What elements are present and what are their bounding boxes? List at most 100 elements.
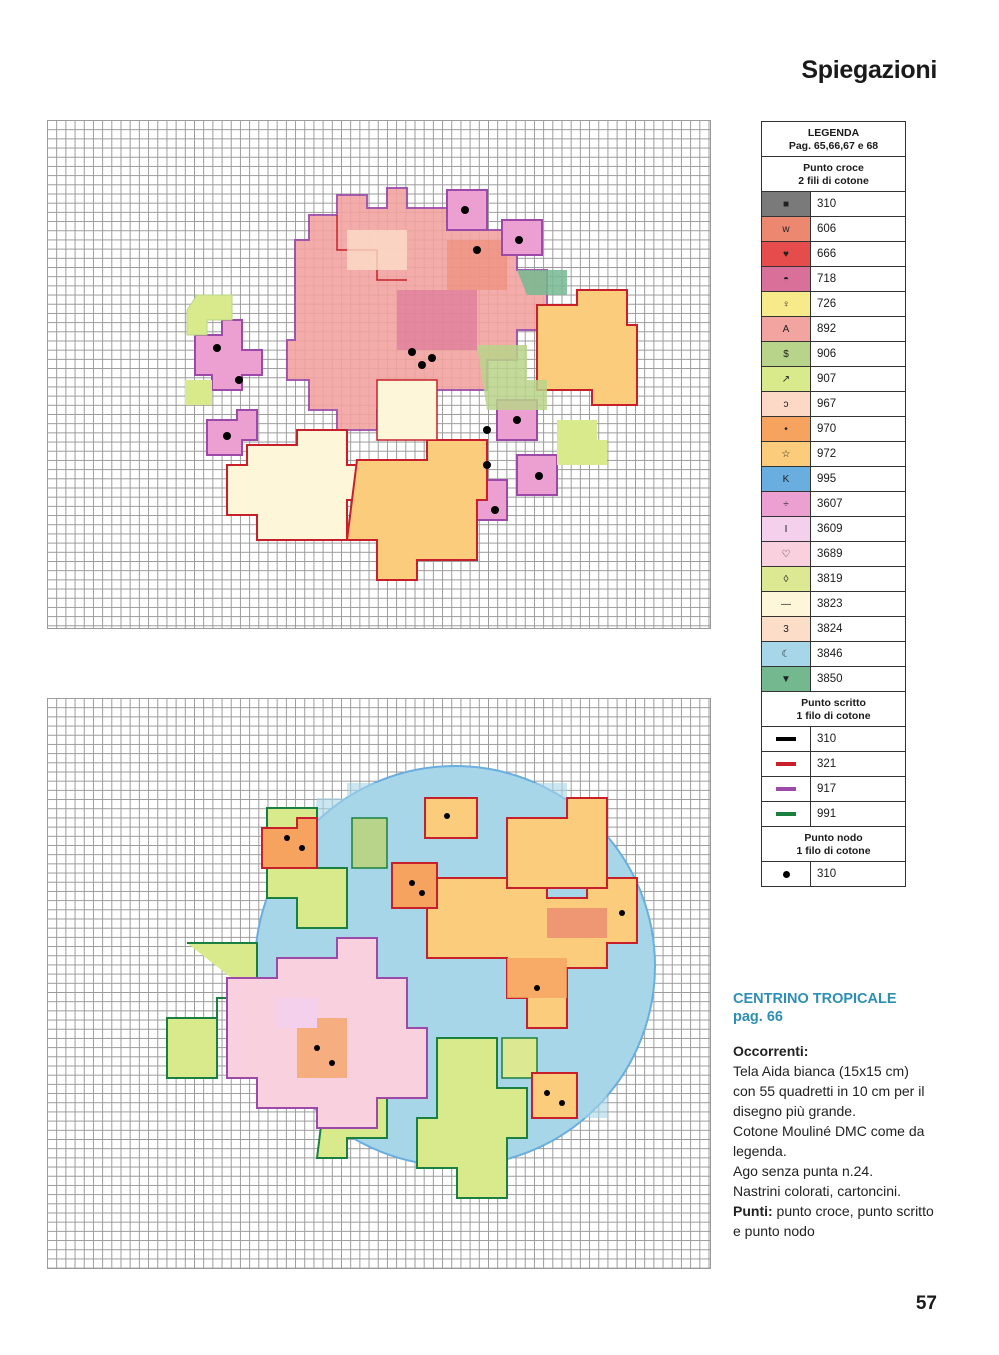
legend-row-cross: ■ 310 <box>762 192 905 217</box>
dmc-code: 970 <box>817 423 837 435</box>
dmc-code: 3850 <box>817 673 843 685</box>
backstitch-header: Punto scritto 1 filo di cotone <box>762 692 905 727</box>
cross-swatch: ↄ <box>762 392 811 416</box>
dmc-code: 967 <box>817 398 837 410</box>
stitch-symbol: ♥ <box>783 248 789 260</box>
stitch-symbol: ▼ <box>781 673 791 685</box>
knot-swatch <box>762 862 811 886</box>
stitch-symbol: ☾ <box>781 648 791 660</box>
legend-row-cross: — 3823 <box>762 592 905 617</box>
legend-row-cross: ☾ 3846 <box>762 642 905 667</box>
dmc-code: 726 <box>817 298 837 310</box>
dmc-code: 310 <box>817 868 837 880</box>
stitch-symbol: w <box>782 223 790 235</box>
legend-row-cross: ♡ 3689 <box>762 542 905 567</box>
cross-swatch: ◊ <box>762 567 811 591</box>
backstitch-rows: 310 321 917 991 <box>762 727 905 827</box>
knot-dot-swatch <box>782 870 790 878</box>
back-swatch <box>762 727 811 751</box>
backstitch-line-swatch <box>776 787 796 791</box>
stitches-line: Punti: punto croce, punto scritto <box>733 1201 948 1221</box>
stitch-symbol: 3 <box>783 623 789 635</box>
stitches-label: Punti: <box>733 1203 773 1219</box>
materials-line: con 55 quadretti in 10 cm per il <box>733 1083 925 1099</box>
dmc-code: 3846 <box>817 648 843 660</box>
legend-row-back: 321 <box>762 752 905 777</box>
legend-row-cross: I 3609 <box>762 517 905 542</box>
dmc-code: 906 <box>817 348 837 360</box>
backstitch-line-swatch <box>776 812 796 816</box>
legend-row-knot: 310 <box>762 862 905 886</box>
legend-row-back: 310 <box>762 727 905 752</box>
stitch-symbol: ♡ <box>781 548 791 560</box>
dmc-code: 606 <box>817 223 837 235</box>
cross-swatch: ↗ <box>762 367 811 391</box>
cross-swatch: 3 <box>762 617 811 641</box>
stitch-symbol: $ <box>783 348 789 360</box>
cross-swatch: — <box>762 592 811 616</box>
cross-stitch-title: Punto croce <box>803 162 864 174</box>
dmc-code: 321 <box>817 758 837 770</box>
backstitch-line-swatch <box>776 737 796 741</box>
legend-row-cross: ▼ 3850 <box>762 667 905 692</box>
dmc-code: 3819 <box>817 573 843 585</box>
stitch-symbol: I <box>784 523 788 535</box>
legend-row-cross: ☆ 972 <box>762 442 905 467</box>
stitches-text: punto croce, punto scritto <box>772 1203 934 1219</box>
back-swatch <box>762 752 811 776</box>
legend-title: LEGENDA <box>807 127 860 139</box>
cross-stitch-rows: ■ 310 w 606 ♥ 666 ◓ 718 ♀ 726 A 892 $906 ↗ 907 ↄ 967 • 970… <box>762 192 905 692</box>
legend-row-cross: w 606 <box>762 217 905 242</box>
cross-swatch: ▼ <box>762 667 811 691</box>
legend-row-cross: ÷ 3607 <box>762 492 905 517</box>
dmc-code: 3823 <box>817 598 843 610</box>
cross-stitch-chart-floral <box>47 120 711 629</box>
cross-swatch: ♥ <box>762 242 811 266</box>
knot-header: Punto nodo 1 filo di cotone <box>762 827 905 862</box>
legend-row-back: 917 <box>762 777 905 802</box>
stitch-symbol: ◓ <box>782 273 790 285</box>
tropical-pattern-drawing <box>166 765 656 1199</box>
cross-swatch: ♀ <box>762 292 811 316</box>
dmc-code: 972 <box>817 448 837 460</box>
backstitch-subtitle: 1 filo di cotone <box>796 710 871 722</box>
cross-swatch: $ <box>762 342 811 366</box>
page-title: Spiegazioni <box>801 56 937 84</box>
knot-rows: 310 <box>762 862 905 886</box>
stitch-symbol: • <box>784 423 788 435</box>
cross-swatch: ◓ <box>762 267 811 291</box>
stitch-symbol: ◊ <box>783 573 789 585</box>
color-legend: LEGENDA Pag. 65,66,67 e 68 Punto croce 2… <box>761 121 906 887</box>
cross-swatch: w <box>762 217 811 241</box>
materials-label: Occorrenti: <box>733 1043 809 1059</box>
dmc-code: 991 <box>817 808 837 820</box>
dmc-code: 892 <box>817 323 837 335</box>
cross-swatch: ÷ <box>762 492 811 516</box>
dmc-code: 310 <box>817 198 837 210</box>
stitch-symbol: K <box>782 473 790 485</box>
legend-row-cross: ↗ 907 <box>762 367 905 392</box>
stitch-symbol: ♀ <box>782 298 790 310</box>
legend-row-back: 991 <box>762 802 905 827</box>
cross-swatch: ■ <box>762 192 811 216</box>
stitch-symbol: ■ <box>782 198 790 210</box>
materials-list: Tela Aida bianca (15x15 cm) con 55 quadre… <box>733 1061 948 1201</box>
stitch-symbol: A <box>782 323 790 335</box>
cross-swatch: ☆ <box>762 442 811 466</box>
cross-stitch-subtitle: 2 fili di cotone <box>798 175 869 187</box>
cross-swatch: K <box>762 467 811 491</box>
stitch-symbol: ↗ <box>781 373 791 385</box>
project-info: CENTRINO TROPICALE pag. 66 Occorrenti: T… <box>733 990 948 1241</box>
cross-stitch-header: Punto croce 2 fili di cotone <box>762 157 905 192</box>
cross-swatch: A <box>762 317 811 341</box>
dmc-code: 718 <box>817 273 837 285</box>
stitch-symbol: ↄ <box>783 398 789 410</box>
cross-swatch: ☾ <box>762 642 811 666</box>
legend-row-cross: ♥ 666 <box>762 242 905 267</box>
materials-line: Tela Aida bianca (15x15 cm) <box>733 1063 909 1079</box>
materials-line: legenda. <box>733 1143 787 1159</box>
legend-row-cross: ◓ 718 <box>762 267 905 292</box>
stitches-line-2: e punto nodo <box>733 1223 815 1239</box>
legend-row-cross: 3 3824 <box>762 617 905 642</box>
knot-subtitle: 1 filo di cotone <box>796 845 871 857</box>
